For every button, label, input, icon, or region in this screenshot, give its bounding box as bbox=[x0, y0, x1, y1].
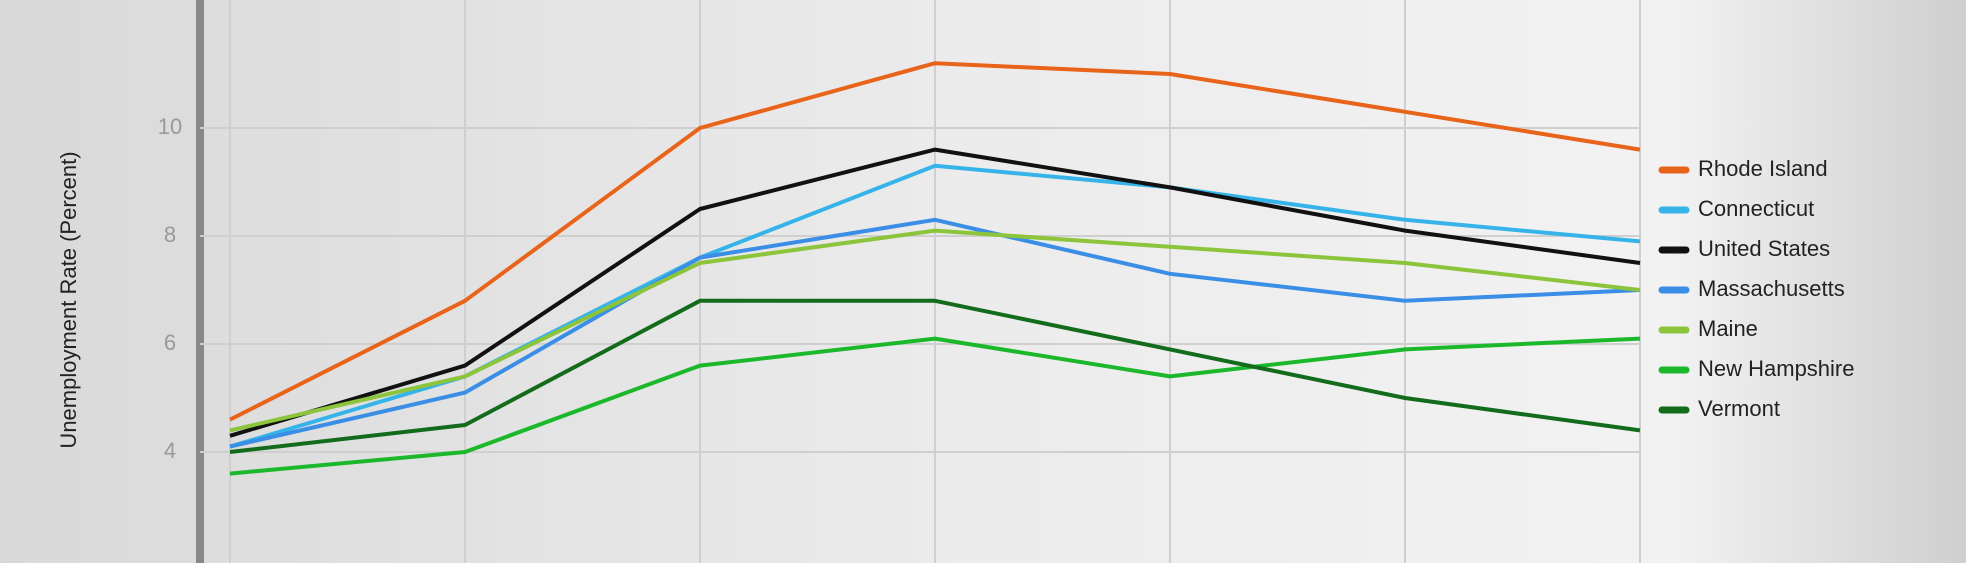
series-line bbox=[229, 61, 1641, 422]
y-tick-label: 6 bbox=[164, 330, 176, 355]
y-axis-label: Unemployment Rate (Percent) bbox=[56, 151, 81, 448]
y-tick-label: 8 bbox=[164, 222, 176, 247]
legend-label: Connecticut bbox=[1698, 196, 1814, 221]
legend-label: Vermont bbox=[1698, 396, 1780, 421]
series-line bbox=[229, 147, 1641, 438]
series-line bbox=[229, 217, 1641, 449]
legend-label: Rhode Island bbox=[1698, 156, 1828, 181]
legend-label: New Hampshire bbox=[1698, 356, 1855, 381]
series-line bbox=[229, 336, 1641, 476]
series-line bbox=[229, 298, 1641, 454]
y-tick-label: 10 bbox=[158, 114, 182, 139]
series-line bbox=[229, 228, 1641, 433]
y-tick-label: 4 bbox=[164, 438, 176, 463]
legend-label: Massachusetts bbox=[1698, 276, 1845, 301]
legend-label: United States bbox=[1698, 236, 1830, 261]
legend-label: Maine bbox=[1698, 316, 1758, 341]
